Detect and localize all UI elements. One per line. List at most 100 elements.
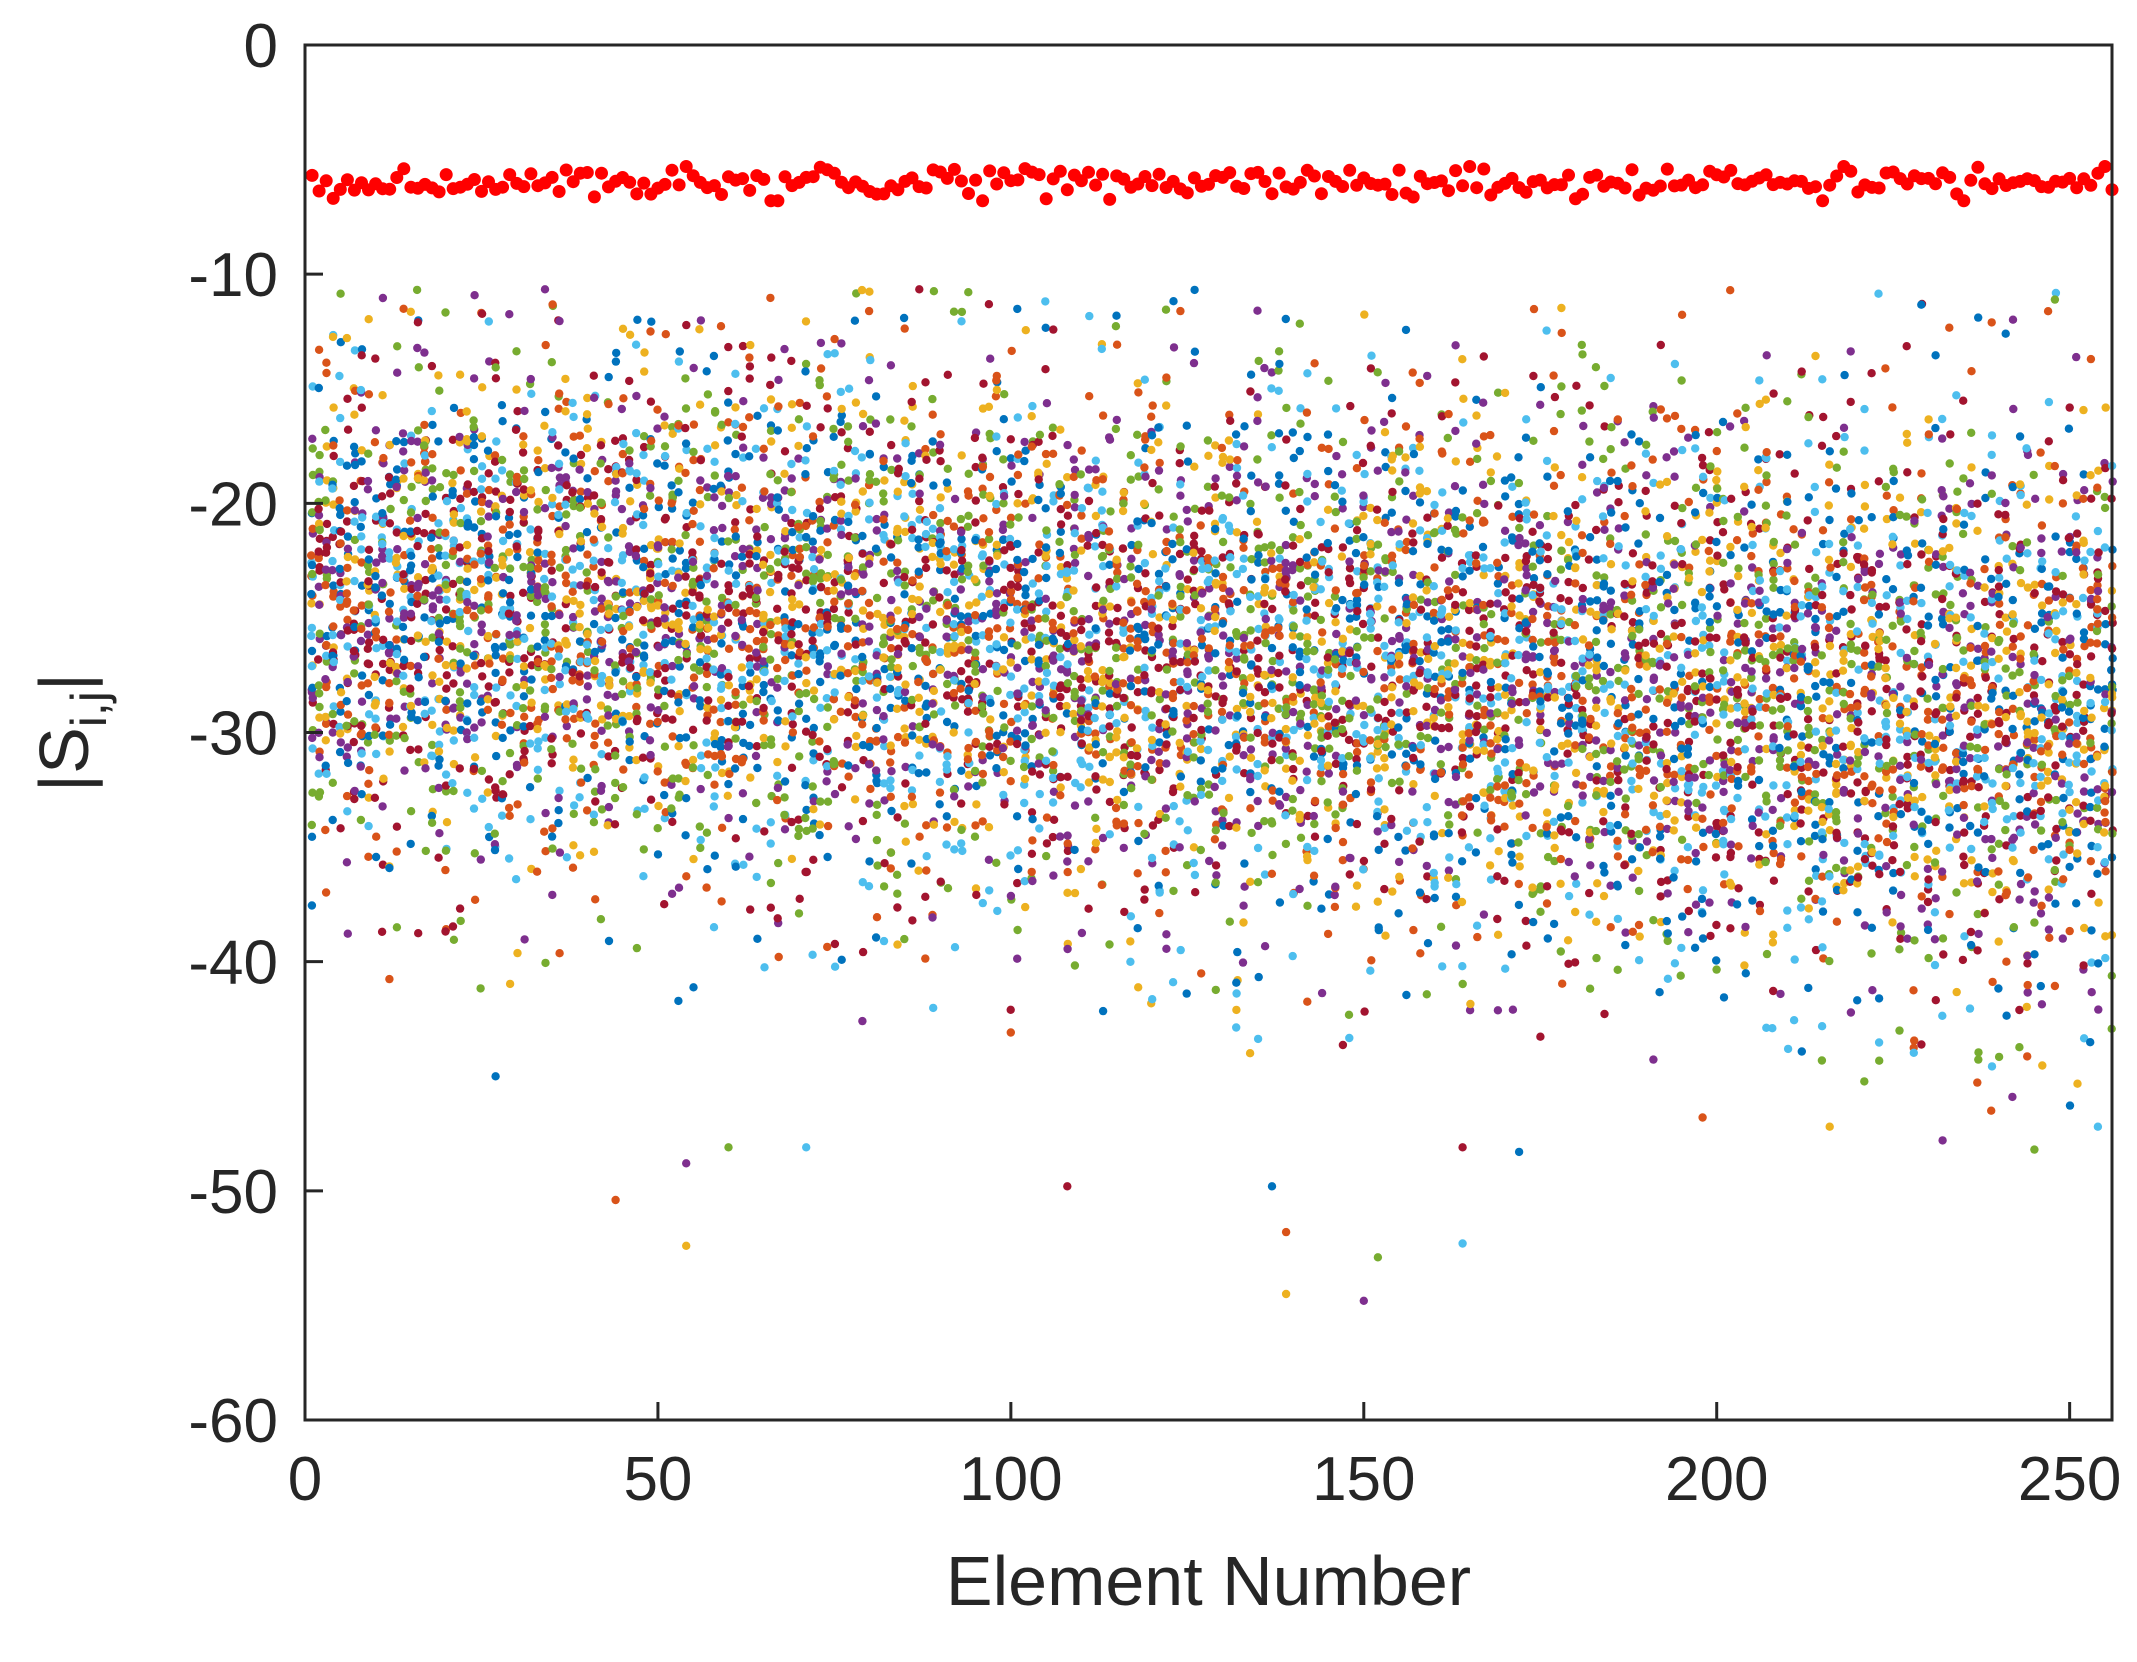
coupling-point: [590, 509, 599, 518]
coupling-point: [808, 824, 817, 833]
coupling-point: [490, 840, 500, 849]
coupling-point: [540, 504, 550, 513]
coupling-point: [336, 289, 345, 298]
coupling-point: [999, 455, 1008, 464]
coupling-point: [660, 686, 669, 696]
coupling-point: [527, 389, 536, 398]
coupling-point: [1111, 322, 1121, 331]
coupling-point: [731, 687, 740, 697]
coupling-point: [1211, 569, 1220, 578]
coupling-point: [356, 385, 366, 395]
coupling-point: [675, 707, 684, 716]
coupling-point: [1084, 615, 1094, 624]
coupling-point: [555, 485, 564, 494]
coupling-point: [490, 829, 499, 838]
coupling-point: [787, 400, 797, 409]
coupling-point: [497, 401, 507, 410]
coupling-point: [1288, 541, 1298, 550]
coupling-point: [597, 557, 606, 567]
coupling-point: [978, 778, 987, 787]
coupling-point: [732, 490, 741, 500]
coupling-point: [864, 672, 874, 681]
coupling-point: [1155, 458, 1164, 468]
coupling-point: [661, 676, 670, 685]
coupling-point: [1035, 430, 1045, 439]
coupling-point: [448, 435, 458, 444]
coupling-point: [646, 584, 655, 593]
coupling-point: [717, 608, 726, 618]
coupling-point: [590, 647, 600, 657]
coupling-point: [576, 487, 586, 496]
coupling-point: [462, 728, 471, 737]
coupling-point: [682, 611, 691, 620]
coupling-point: [392, 649, 401, 659]
coupling-point: [1246, 877, 1255, 886]
coupling-point: [1063, 679, 1073, 688]
coupling-point: [639, 432, 649, 441]
coupling-point: [858, 1016, 867, 1026]
coupling-point: [724, 672, 733, 682]
coupling-point: [441, 787, 451, 796]
coupling-point: [1274, 386, 1283, 395]
coupling-point: [759, 636, 769, 645]
coupling-point: [597, 637, 607, 646]
coupling-point: [688, 725, 698, 734]
coupling-point: [907, 644, 916, 653]
coupling-point: [893, 524, 902, 534]
coupling-point: [540, 285, 550, 294]
coupling-point: [1020, 456, 1029, 466]
coupling-point: [1254, 356, 1263, 366]
coupling-point: [548, 500, 557, 509]
coupling-point: [421, 468, 430, 477]
coupling-point: [575, 495, 585, 504]
coupling-point: [315, 566, 324, 575]
coupling-point: [1070, 801, 1080, 810]
coupling-point: [356, 730, 365, 739]
coupling-point: [428, 485, 437, 494]
coupling-point: [1069, 455, 1079, 464]
coupling-point: [858, 720, 867, 729]
coupling-point: [1056, 520, 1066, 529]
coupling-point: [321, 496, 330, 505]
coupling-point: [363, 644, 372, 653]
coupling-point: [405, 516, 415, 525]
coupling-point: [1288, 776, 1297, 785]
coupling-point: [823, 745, 832, 754]
coupling-point: [1078, 759, 1087, 769]
coupling-point: [1076, 470, 1086, 479]
coupling-point: [977, 702, 987, 711]
coupling-point: [1267, 556, 1276, 565]
coupling-point: [491, 502, 500, 511]
coupling-point: [732, 608, 741, 617]
coupling-point: [343, 743, 352, 752]
coupling-point: [576, 657, 585, 666]
coupling-point: [857, 285, 867, 295]
coupling-point: [836, 590, 846, 599]
coupling-point: [1239, 751, 1248, 760]
coupling-point: [660, 461, 669, 470]
coupling-point: [702, 828, 712, 837]
coupling-point: [667, 545, 676, 554]
coupling-point: [541, 611, 550, 621]
coupling-point: [984, 569, 994, 578]
coupling-point: [583, 773, 592, 783]
coupling-point: [703, 645, 712, 654]
coupling-point: [576, 600, 585, 610]
coupling-point: [519, 491, 529, 500]
coupling-point: [357, 790, 366, 799]
coupling-point: [491, 644, 500, 654]
coupling-point: [949, 620, 959, 629]
coupling-point: [350, 410, 359, 419]
coupling-point: [794, 640, 803, 649]
coupling-point: [1147, 735, 1157, 745]
coupling-point: [1134, 836, 1143, 846]
coupling-point: [1232, 1023, 1241, 1032]
coupling-point: [1042, 851, 1051, 861]
coupling-point: [780, 810, 789, 820]
coupling-point: [816, 338, 826, 348]
coupling-point: [442, 723, 452, 733]
coupling-point: [795, 398, 804, 408]
coupling-point: [1120, 652, 1129, 662]
coupling-point: [597, 498, 606, 508]
coupling-point: [1218, 572, 1228, 582]
